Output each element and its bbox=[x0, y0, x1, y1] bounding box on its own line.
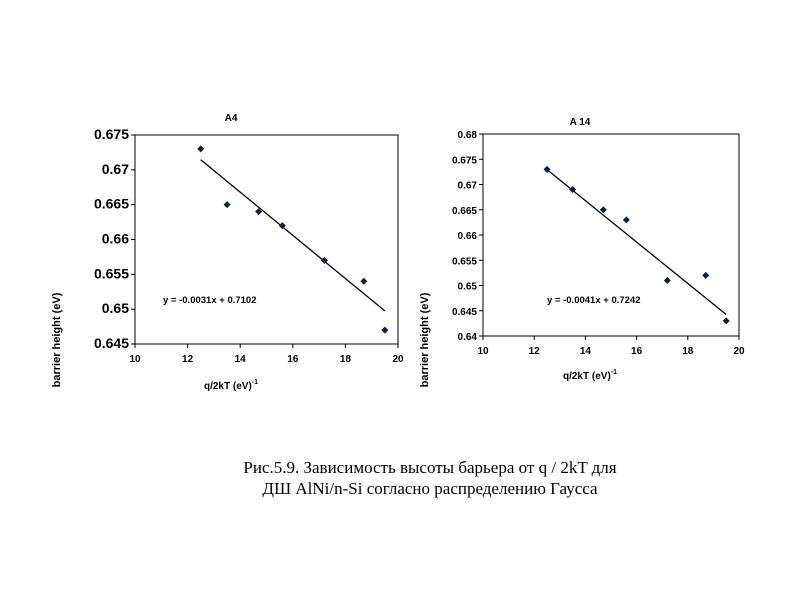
data-point bbox=[197, 145, 205, 153]
trendline bbox=[200, 159, 386, 312]
trendline-equation: y = -0.0041x + 0.7242 bbox=[547, 295, 641, 306]
x-axis-label: q/2kT (eV)-1 bbox=[563, 369, 617, 382]
y-tick-label: 0.67 bbox=[102, 161, 129, 177]
x-tick-label: 14 bbox=[580, 346, 592, 357]
x-axis-label: q/2kT (eV)-1 bbox=[204, 379, 258, 392]
x-tick-label: 12 bbox=[182, 354, 194, 365]
y-tick-label: 0.67 bbox=[458, 181, 478, 192]
data-point bbox=[278, 222, 286, 230]
plot-area: 0.64 0.645 0.65 0.655 0.66 0.665 0.67 0.675 0.68… bbox=[452, 130, 745, 357]
data-point bbox=[702, 271, 710, 279]
y-tick-label: 0.645 bbox=[94, 335, 129, 351]
x-axis-label-sup: -1 bbox=[611, 369, 617, 376]
x-axis-label-text: q/2kT (eV) bbox=[204, 381, 252, 392]
x-tick-label: 12 bbox=[529, 346, 541, 357]
caption-line-2: ДШ AlNi/n-Si согласно распределению Гаус… bbox=[262, 479, 598, 498]
x-tick-label: 18 bbox=[682, 346, 694, 357]
chart-a14: A 14 barrier height (eV) 0.640.6450.650.… bbox=[419, 117, 745, 387]
y-tick-label: 0.655 bbox=[452, 256, 477, 267]
x-tick-label: 14 bbox=[235, 354, 247, 365]
figure-caption: Рис.5.9. Зависимость высоты барьера от q… bbox=[150, 457, 710, 499]
trendline-equation: y = -0.0031x + 0.7102 bbox=[163, 295, 257, 306]
chart-title: A4 bbox=[225, 113, 238, 124]
x-tick-label: 16 bbox=[631, 346, 643, 357]
y-tick-label: 0.675 bbox=[452, 155, 477, 166]
x-axis-label-sup: -1 bbox=[252, 379, 258, 386]
y-axis-label: barrier height (eV) bbox=[419, 292, 431, 387]
data-point bbox=[320, 256, 328, 264]
data-point bbox=[663, 276, 671, 284]
y-tick-label: 0.665 bbox=[452, 206, 477, 217]
data-point bbox=[223, 201, 231, 209]
y-tick-label: 0.665 bbox=[94, 196, 129, 212]
chart-title: A 14 bbox=[570, 117, 591, 128]
trendline bbox=[546, 169, 727, 316]
chart-a4: A4 barrier height (eV) 0.6450.650.6550.6… bbox=[51, 113, 404, 392]
data-point bbox=[543, 165, 551, 173]
x-tick-label: 10 bbox=[477, 346, 489, 357]
y-tick-label: 0.655 bbox=[94, 265, 129, 281]
x-axis-label-text: q/2kT (eV) bbox=[563, 371, 611, 382]
x-tick-label: 20 bbox=[392, 354, 404, 365]
y-tick-label: 0.66 bbox=[458, 231, 478, 242]
data-point bbox=[569, 186, 577, 194]
plot-area: 0.645 0.65 0.655 0.66 0.665 0.67 0.675 10 12 14 1… bbox=[94, 126, 404, 365]
y-tick-label: 0.68 bbox=[458, 130, 478, 141]
y-tick-label: 0.66 bbox=[102, 231, 129, 247]
plot-frame bbox=[134, 134, 399, 345]
x-tick-label: 18 bbox=[340, 354, 352, 365]
x-tick-label: 16 bbox=[287, 354, 299, 365]
y-tick-label: 0.65 bbox=[102, 300, 129, 316]
data-point bbox=[360, 277, 368, 285]
y-tick-label: 0.64 bbox=[458, 332, 478, 343]
y-tick-label: 0.645 bbox=[452, 307, 477, 318]
data-point bbox=[622, 216, 630, 224]
y-axis-label: barrier height (eV) bbox=[51, 292, 63, 387]
x-tick-label: 20 bbox=[733, 346, 745, 357]
y-tick-label: 0.65 bbox=[458, 282, 478, 293]
data-point bbox=[381, 326, 389, 334]
x-tick-label: 10 bbox=[129, 354, 141, 365]
y-tick-label: 0.675 bbox=[94, 126, 129, 142]
data-point bbox=[599, 206, 607, 214]
data-point bbox=[722, 317, 730, 325]
caption-line-1: Рис.5.9. Зависимость высоты барьера от q… bbox=[243, 458, 617, 477]
